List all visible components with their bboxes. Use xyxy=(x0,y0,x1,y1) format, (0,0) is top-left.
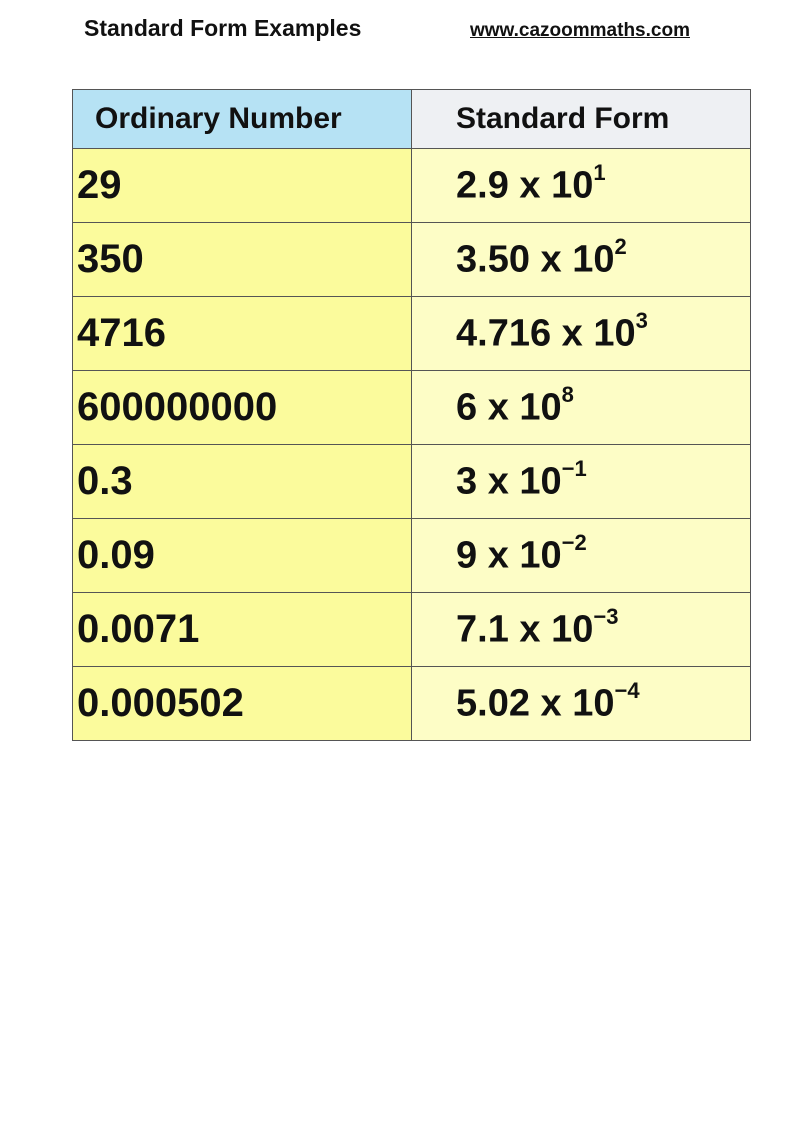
exponent: −2 xyxy=(561,529,587,555)
table-row: 0.3 3 x 10−1 xyxy=(72,444,751,519)
ordinary-number: 29 xyxy=(72,148,412,223)
table-row: 600000000 6 x 108 xyxy=(72,370,751,445)
table-row: 0.000502 5.02 x 10−4 xyxy=(72,666,751,741)
standard-form: 4.716 x 103 xyxy=(411,296,751,371)
column-header-ordinary: Ordinary Number xyxy=(72,89,412,149)
ordinary-number: 0.000502 xyxy=(72,666,412,741)
standard-form: 3 x 10−1 xyxy=(411,444,751,519)
website-link[interactable]: www.cazoommaths.com xyxy=(470,20,690,41)
exponent: 1 xyxy=(593,159,606,185)
table-header-row: Ordinary Number Standard Form xyxy=(72,89,751,149)
exponent: 3 xyxy=(635,307,648,333)
ordinary-number: 600000000 xyxy=(72,370,412,445)
exponent: −4 xyxy=(614,677,640,703)
standard-form: 5.02 x 10−4 xyxy=(411,666,751,741)
table-row: 350 3.50 x 102 xyxy=(72,222,751,297)
mantissa: 2.9 x 10 xyxy=(456,164,594,207)
mantissa: 6 x 10 xyxy=(456,386,562,429)
standard-form: 3.50 x 102 xyxy=(411,222,751,297)
ordinary-number: 4716 xyxy=(72,296,412,371)
exponent: −3 xyxy=(593,603,619,629)
table-row: 0.09 9 x 10−2 xyxy=(72,518,751,593)
page-title: Standard Form Examples xyxy=(84,15,362,41)
standard-form: 2.9 x 101 xyxy=(411,148,751,223)
ordinary-number: 0.09 xyxy=(72,518,412,593)
table-row: 4716 4.716 x 103 xyxy=(72,296,751,371)
ordinary-number: 350 xyxy=(72,222,412,297)
mantissa: 9 x 10 xyxy=(456,534,562,577)
standard-form: 7.1 x 10−3 xyxy=(411,592,751,667)
ordinary-number: 0.3 xyxy=(72,444,412,519)
table-row: 29 2.9 x 101 xyxy=(72,148,751,223)
column-header-standard: Standard Form xyxy=(411,89,751,149)
ordinary-number: 0.0071 xyxy=(72,592,412,667)
exponent: 2 xyxy=(614,233,627,259)
table-row: 0.0071 7.1 x 10−3 xyxy=(72,592,751,667)
standard-form: 9 x 10−2 xyxy=(411,518,751,593)
mantissa: 7.1 x 10 xyxy=(456,608,594,651)
mantissa: 4.716 x 10 xyxy=(456,312,636,355)
mantissa: 5.02 x 10 xyxy=(456,682,615,725)
standard-form: 6 x 108 xyxy=(411,370,751,445)
mantissa: 3.50 x 10 xyxy=(456,238,615,281)
mantissa: 3 x 10 xyxy=(456,460,562,503)
exponent: 8 xyxy=(561,381,574,407)
standard-form-table: Ordinary Number Standard Form 29 2.9 x 1… xyxy=(72,89,751,741)
exponent: −1 xyxy=(561,455,587,481)
